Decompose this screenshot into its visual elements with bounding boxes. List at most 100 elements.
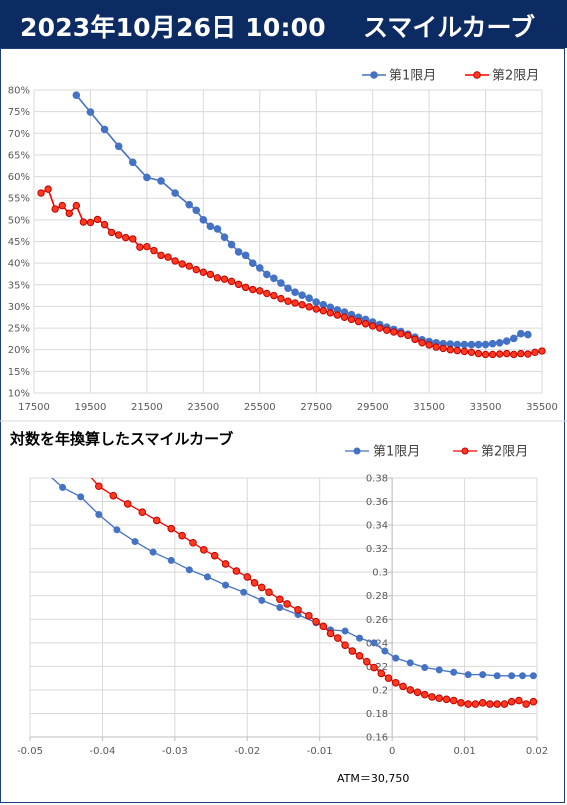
legend-label: 第1限月 [389,69,436,84]
series2-point [250,578,259,587]
log-smile-chart-title: 対数を年換算したスマイルカーブ [10,430,234,448]
series2-point [220,275,229,283]
series2-point [406,686,415,694]
plot-area [51,478,537,708]
series2-point [72,201,81,210]
series1-point [381,647,389,655]
series1-point [234,248,243,256]
y-tick-label: 25% [8,324,30,335]
series1-point [131,538,139,546]
series2-point [493,700,501,708]
series2-point [185,262,193,270]
x-tick-label: 21500 [131,402,163,413]
series2-point [305,303,313,311]
series2-point [326,629,335,638]
series2-point [495,350,504,358]
x-tick-label: -0.03 [162,746,188,757]
series2-point [471,700,480,708]
y-tick-label: 70% [8,129,30,140]
series1-point [270,274,278,283]
series2-point [221,560,230,568]
series2-point [243,573,252,581]
series2-point [44,185,52,193]
series2-point [298,300,306,309]
series2-point [107,228,116,237]
y-tick-label: 0.2 [372,685,388,696]
series1-point [276,604,284,611]
series1-point [77,493,85,501]
series2-point [354,317,363,326]
series2-point [432,343,440,351]
series2-point [291,299,299,307]
series2-point [531,348,539,357]
x-tick-label: 17500 [18,402,50,413]
series1-point [222,581,230,589]
series2-point [257,583,266,592]
series2-point [453,346,462,355]
legend-marker [353,447,361,455]
series1-point [157,177,165,185]
series2-point [334,634,342,642]
series1-point [517,329,525,338]
series2-point [538,347,546,355]
series2-point [294,606,302,614]
series2-point [122,233,130,242]
series1-point [185,566,193,574]
series2-point [86,218,95,227]
legend-label: 第2限月 [481,445,528,460]
smile-curve-chart: 10% 15% 20% 25% 30% 35% 40% 45% 50% 55% 60% 65% 70% 7… [8,69,558,414]
y-tick-label: 40% [8,259,30,270]
series1-point [284,284,292,293]
y-tick-label: 10% [8,389,30,400]
date-time-label: 2023年10月26日 10:00 [20,13,326,42]
legend-label: 第2限月 [492,69,539,84]
series2-point [100,220,109,229]
series2-point [51,205,59,213]
y-tick-label: 50% [8,215,30,226]
series1-point [493,672,501,680]
series2-point [524,350,532,358]
y-tick-label: 60% [8,172,30,183]
y-tick-label: 55% [8,194,30,205]
series2-point [362,657,371,666]
x-tick-label: -0.04 [89,746,115,757]
legend-marker [461,447,469,455]
series2-point [376,324,384,332]
series2-point [312,617,320,626]
series2-point [79,218,88,226]
series1-point [95,510,103,518]
series2-point [136,243,144,251]
y-tick-label: 65% [8,150,30,161]
series2-point [368,322,377,330]
series2-point [481,350,490,359]
series2-point [464,700,472,708]
series1-point [495,338,504,347]
series2-point [347,315,356,324]
y-tick-label: 0.32 [366,544,388,555]
series2-point [333,311,342,319]
series1-point [113,526,121,534]
series1-point [509,334,518,343]
y-tick-label: 20% [8,345,30,356]
series2-point [37,189,45,197]
series2-point [348,647,357,655]
series2-point [529,697,537,706]
x-tick-label: 27500 [300,402,332,413]
chart-frame [0,48,565,803]
series1-point [171,189,179,197]
y-tick-label: 15% [8,367,30,378]
legend-marker [370,71,378,79]
series1-point [220,233,229,241]
x-tick-label: 25500 [244,402,276,413]
series2-point [189,538,197,547]
x-tick-label: -0.01 [307,746,333,757]
series2-point [178,260,186,268]
series2-point [192,265,200,274]
series1-point [263,270,271,279]
series1-point [277,279,285,287]
y-tick-label: 35% [8,280,30,291]
series1-point [86,108,95,116]
series1-point [149,548,157,556]
series2-point [241,283,250,292]
